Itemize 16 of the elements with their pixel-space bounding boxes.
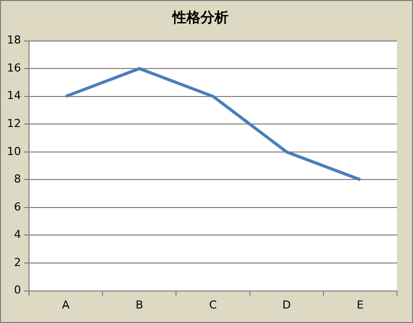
y-tick-label: 10: [6, 144, 21, 158]
chart-title: 性格分析: [172, 10, 228, 26]
x-tick-label: D: [282, 298, 291, 312]
x-tick-label: A: [62, 298, 70, 312]
y-tick-label: 2: [14, 256, 21, 269]
x-tick-label: B: [136, 298, 144, 312]
x-tick-label: E: [356, 298, 364, 312]
y-tick-label: 4: [14, 228, 21, 242]
y-tick-label: 6: [14, 200, 21, 214]
x-tick-label: C: [209, 298, 218, 312]
y-tick-label: 16: [6, 61, 21, 74]
y-tick-label: 12: [6, 116, 21, 130]
y-tick-label: 8: [14, 172, 21, 186]
y-tick-label: 14: [6, 89, 21, 102]
y-tick-label: 0: [14, 284, 21, 297]
y-tick-label: 18: [6, 34, 21, 47]
